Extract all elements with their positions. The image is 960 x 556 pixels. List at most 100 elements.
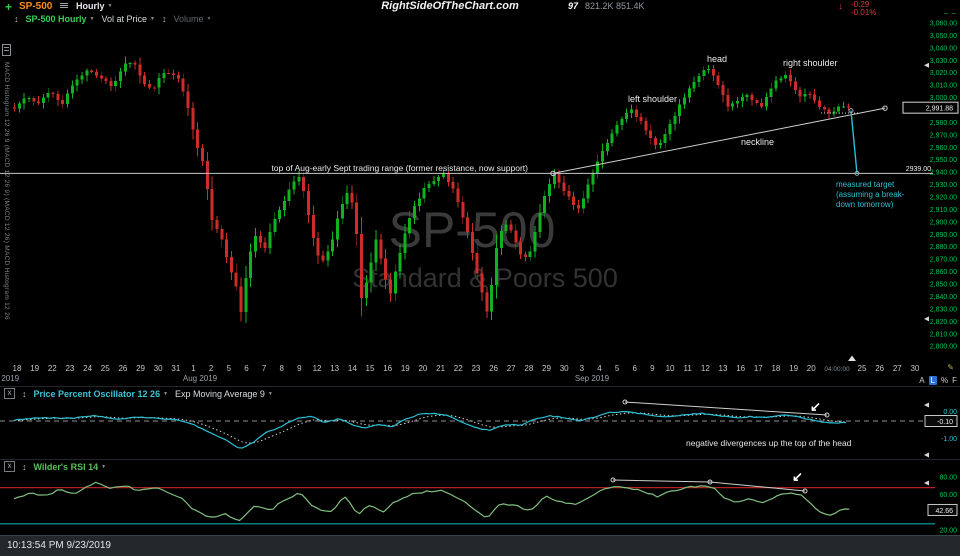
panel-divider [0, 459, 960, 460]
target-note: (assuming a break- [836, 190, 905, 199]
series-label: SP-500 Hourly [25, 14, 87, 24]
date-label: 7 [261, 364, 267, 373]
trendline-handle [854, 170, 860, 176]
chart-header-row: ↕ SP-500 Hourly ▼ Vol at Price ▼ ↕ Volum… [14, 13, 211, 25]
neckline-label: neckline [741, 137, 774, 147]
svg-text:3,060.00: 3,060.00 [930, 21, 957, 28]
month-label: Jul 2019 [0, 374, 20, 383]
date-label: 19 [400, 364, 410, 373]
arithmetic-scale-button[interactable]: A [919, 376, 925, 385]
measured-move-line [850, 110, 858, 174]
price-alert-marker [924, 62, 929, 68]
date-label: 31 [171, 364, 181, 373]
date-label: 20 [418, 364, 428, 373]
resize-panel-icon[interactable]: ↕ [22, 388, 27, 399]
change-value: -0.29 [851, 0, 870, 9]
price-chart[interactable]: SP-500Standard & Poors 5003,060.003,050.… [0, 21, 960, 362]
chevron-down-icon: ▼ [163, 390, 169, 397]
date-label: 2 [208, 364, 214, 373]
month-label: Sep 2019 [574, 374, 610, 383]
bar-count: 97 [568, 1, 579, 11]
ppo-title-dropdown[interactable]: Price Percent Oscillator 12 26 ▼ [34, 389, 169, 399]
clipboard-icon[interactable] [2, 44, 11, 56]
session-time-label: 04:00:00 [824, 366, 850, 373]
watchlist-icon[interactable] [60, 2, 68, 9]
vol-at-price-dropdown[interactable]: Vol at Price ▼ [101, 14, 154, 24]
fixed-scale-button[interactable]: F [952, 376, 957, 385]
head-label: head [707, 54, 727, 64]
date-label: 28 [524, 364, 534, 373]
ppo-chart[interactable]: ↙ negative divergences up the top of the … [0, 399, 960, 459]
chevron-down-icon: ▼ [206, 16, 212, 22]
range-note: top of Aug-early Sept trading range (for… [271, 163, 528, 173]
svg-text:2,950.00: 2,950.00 [930, 157, 957, 164]
svg-text:2,920.00: 2,920.00 [930, 195, 957, 202]
date-label: 26 [489, 364, 498, 373]
ppo-divergence-trendline [624, 401, 828, 416]
log-scale-button[interactable]: L [928, 376, 937, 385]
date-label: 27 [506, 364, 516, 373]
series-dropdown[interactable]: SP-500 Hourly ▼ [26, 14, 95, 24]
date-label: 30 [559, 364, 569, 373]
date-label: 13 [330, 364, 340, 373]
svg-text:42.66: 42.66 [935, 508, 953, 515]
date-label: 9 [650, 364, 655, 373]
rsi-title-dropdown[interactable]: Wilder's RSI 14 ▼ [34, 462, 107, 472]
date-label: 15 [365, 364, 375, 373]
chevron-down-icon: ▼ [89, 16, 95, 22]
date-label: 18 [771, 364, 781, 373]
svg-text:2,991.88: 2,991.88 [926, 106, 953, 113]
svg-text:3,020.00: 3,020.00 [930, 70, 957, 77]
date-axis[interactable]: ✎ A L % F 18 19 22 23 24 25 26 29 30 31 1 2 5 6 7 8 9 12 1… [0, 362, 960, 386]
volume-stats: 821.2K 851.4K [585, 1, 645, 11]
panel-alert-marker [924, 480, 929, 486]
status-bar: 10:13:54 PM 9/23/2019 [0, 535, 960, 556]
ppo-ema-dropdown[interactable]: Exp Moving Average 9 ▼ [175, 389, 273, 399]
date-label: 30 [153, 364, 163, 373]
neckline-trendline [552, 107, 886, 174]
panel-divider [0, 386, 960, 387]
date-label: 16 [736, 364, 746, 373]
pencil-icon[interactable]: ✎ [947, 363, 954, 372]
ppo-close-button[interactable]: X [4, 388, 15, 399]
rsi-title: Wilder's RSI 14 [33, 461, 99, 472]
date-label: 30 [910, 364, 920, 373]
svg-text:2,860.00: 2,860.00 [930, 269, 957, 276]
svg-text:3,030.00: 3,030.00 [930, 58, 957, 65]
svg-text:2,960.00: 2,960.00 [930, 145, 957, 152]
date-label: 20 [806, 364, 816, 373]
trendline-handle [622, 399, 628, 405]
rsi-close-button[interactable]: X [4, 461, 15, 472]
volume-dropdown[interactable]: Volume ▼ [173, 14, 211, 24]
rsi-panel-header: X ↕ Wilder's RSI 14 ▼ [0, 460, 960, 473]
volume-label: Volume [173, 14, 204, 24]
svg-text:2,880.00: 2,880.00 [930, 244, 957, 251]
date-label: 16 [383, 364, 393, 373]
resize-panel-icon[interactable]: ↕ [14, 14, 19, 24]
symbol-label[interactable]: SP-500 [19, 1, 53, 12]
rsi-line [13, 481, 850, 522]
rsi-chart[interactable]: ↙ 80.00 60.00 20.00 42.66 [0, 469, 960, 534]
ppo-ema-label: Exp Moving Average 9 [175, 388, 265, 399]
date-label: 8 [279, 364, 284, 373]
left-indicator-strip[interactable]: MACD Histogram 12 26 9 (MACD 12 26 9) (M… [0, 26, 13, 361]
date-label: 19 [789, 364, 799, 373]
svg-text:2,840.00: 2,840.00 [930, 294, 957, 301]
svg-text:80.00: 80.00 [939, 475, 957, 482]
svg-text:3,010.00: 3,010.00 [930, 83, 957, 90]
percent-scale-button[interactable]: % [940, 376, 949, 385]
timeframe-dropdown[interactable]: Hourly ▼ [76, 1, 112, 11]
date-label: 5 [614, 364, 620, 373]
add-symbol-icon[interactable]: + [5, 0, 13, 14]
resize-panel-icon[interactable]: ↕ [161, 14, 167, 24]
trendline-handle [550, 170, 556, 177]
chevron-down-icon: ▼ [267, 390, 273, 397]
resize-panel-icon[interactable]: ↕ [22, 461, 27, 472]
target-note: down tomorrow) [836, 200, 894, 209]
annotation-arrow-icon: ↙ [792, 469, 803, 484]
date-label: 12 [700, 364, 710, 373]
status-timestamp: 10:13:54 PM 9/23/2019 [7, 540, 111, 551]
date-label: 1 [191, 364, 196, 373]
annotation-arrow-icon: ↙ [810, 399, 821, 414]
